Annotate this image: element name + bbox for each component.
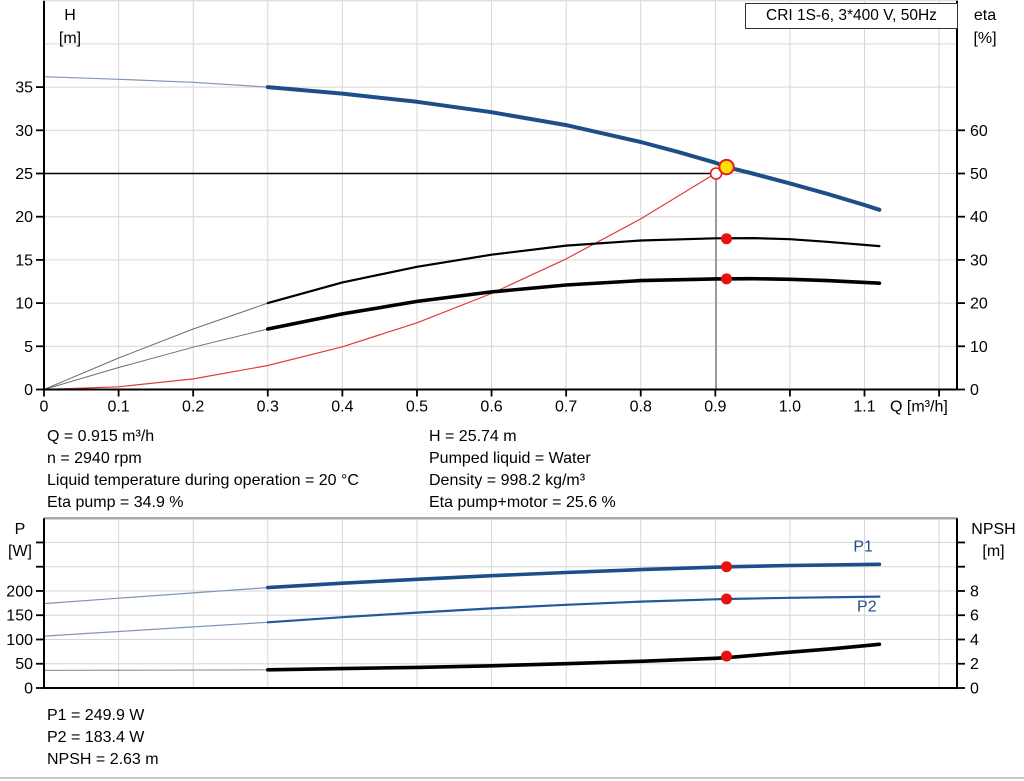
- y-left-tick-label: 15: [15, 252, 33, 269]
- head-curve-low-flow: [43, 76, 269, 88]
- annotation-density: Density = 998.2 kg/m³: [429, 472, 586, 489]
- x-tick-label: 1.0: [779, 399, 801, 416]
- p2-series-label: P2: [857, 598, 877, 615]
- p2-curve: [266, 595, 881, 624]
- eta-pump-curve: [266, 237, 881, 305]
- head-curve: [265, 85, 882, 212]
- p2-curve-low-flow: [43, 621, 269, 637]
- x-tick-label: 0.2: [182, 399, 204, 416]
- x-axis-unit-label: Q [m³/h]: [890, 399, 948, 416]
- right-axis-title-line1: eta: [973, 7, 997, 24]
- p1-series-label: P1: [853, 539, 873, 556]
- duty-data-right-column: H = 25.74 m Pumped liquid = Water Densit…: [429, 426, 616, 514]
- x-tick-label: 0.7: [555, 399, 577, 416]
- x-tick-label: 0.1: [107, 399, 129, 416]
- y-left-tick-label: 0: [24, 681, 33, 698]
- eta-pump-low-flow: [43, 302, 269, 390]
- y-left-tick-label: 25: [15, 166, 33, 183]
- power-npsh-chart: 0 50 100 150 200 0 2 4 6 8 P1 P2: [6, 516, 979, 698]
- y-left-tick-label: 150: [6, 608, 33, 625]
- y-left-tick-label: 20: [15, 209, 33, 226]
- power-axis-title-line1: P: [14, 521, 26, 538]
- npsh-axis-title-line2: [m]: [982, 543, 1005, 560]
- x-tick-label: 1.1: [853, 399, 875, 416]
- annotation-eta-pump: Eta pump = 34.9 %: [47, 494, 184, 511]
- y-right-tick-label: 60: [970, 123, 988, 140]
- y-right-tick-label: 8: [970, 583, 979, 600]
- y-left-tick-label: 35: [15, 80, 33, 97]
- annotation-eta-pump-motor: Eta pump+motor = 25.6 %: [429, 494, 616, 511]
- annotation-pumped-liquid: Pumped liquid = Water: [429, 450, 591, 467]
- y-left-tick-label: 0: [24, 382, 33, 399]
- p1-curve: [265, 562, 882, 590]
- eta-pump-motor-duty-marker: [721, 273, 733, 285]
- annotation-liquid-temp: Liquid temperature during operation = 20…: [47, 472, 359, 489]
- annotation-flow: Q = 0.915 m³/h: [47, 428, 155, 445]
- y-left-tick-label: 200: [6, 583, 33, 600]
- left-axis-title-line1: H: [64, 7, 76, 24]
- y-left-tick-label: 50: [15, 656, 33, 673]
- y-right-tick-label: 0: [970, 382, 979, 399]
- x-tick-label: 0.3: [257, 399, 279, 416]
- x-tick-label: 0.4: [331, 399, 353, 416]
- y-right-tick-label: 4: [970, 632, 979, 649]
- annotation-head: H = 25.74 m: [429, 428, 517, 445]
- duty-data-left-column: Q = 0.915 m³/h n = 2940 rpm Liquid tempe…: [47, 426, 359, 514]
- p1-curve-low-flow: [43, 586, 269, 605]
- left-axis-title: H [m]: [44, 4, 96, 50]
- eta-pump-motor-curve: [265, 276, 882, 331]
- y-right-tick-label: 10: [970, 339, 988, 356]
- pump-performance-chart: 0 0.1 0.2 0.3 0.4 0.5 0.6 0.7 0.8 0.9 1.0 1.1 0 5 10 15…: [15, 0, 988, 416]
- x-tick-label: 0.9: [704, 399, 726, 416]
- y-right-tick-label: 20: [970, 296, 988, 313]
- y-right-tick-label: 30: [970, 252, 988, 269]
- eta-pump-motor-low-flow: [43, 328, 269, 390]
- power-axis-title: P [W]: [0, 519, 40, 563]
- x-tick-label: 0.6: [480, 399, 502, 416]
- y-right-tick-label: 2: [970, 656, 979, 673]
- affinity-parabola: [43, 172, 716, 391]
- annotation-npsh: NPSH = 2.63 m: [47, 751, 159, 768]
- y-right-tick-label: 6: [970, 608, 979, 625]
- y-left-tick-label: 30: [15, 123, 33, 140]
- annotation-p2: P2 = 183.4 W: [47, 729, 145, 746]
- annotation-p1: P1 = 249.9 W: [47, 707, 145, 724]
- x-tick-label: 0.8: [630, 399, 652, 416]
- npsh-axis-title: NPSH [m]: [963, 519, 1024, 563]
- right-axis-title: eta [%]: [957, 4, 1013, 50]
- npsh-curve: [265, 642, 882, 672]
- y-left-tick-label: 5: [24, 339, 33, 356]
- right-axis-title-line2: [%]: [973, 30, 997, 47]
- duty-point-marker[interactable]: [718, 158, 735, 176]
- result-data-column: P1 = 249.9 W P2 = 183.4 W NPSH = 2.63 m: [47, 705, 159, 771]
- annotation-speed: n = 2940 rpm: [47, 450, 142, 467]
- x-tick-label: 0.5: [406, 399, 428, 416]
- npsh-duty-marker: [721, 650, 733, 662]
- y-right-tick-label: 40: [970, 209, 988, 226]
- y-left-tick-label: 10: [15, 296, 33, 313]
- y-right-tick-label: 50: [970, 166, 988, 183]
- x-tick-label: 0: [40, 399, 49, 416]
- y-right-tick-label: 0: [970, 681, 979, 698]
- p1-duty-marker: [721, 561, 733, 573]
- npsh-axis-title-line1: NPSH: [971, 521, 1016, 538]
- pump-title-box: CRI 1S-6, 3*400 V, 50Hz: [745, 3, 958, 29]
- eta-pump-duty-marker: [721, 233, 733, 245]
- separator-line: [0, 777, 1024, 779]
- npsh-curve-low-flow: [43, 669, 269, 672]
- p2-duty-marker: [721, 593, 733, 605]
- left-axis-title-line2: [m]: [58, 30, 82, 47]
- power-axis-title-line2: [W]: [8, 543, 32, 560]
- y-left-tick-label: 100: [6, 632, 33, 649]
